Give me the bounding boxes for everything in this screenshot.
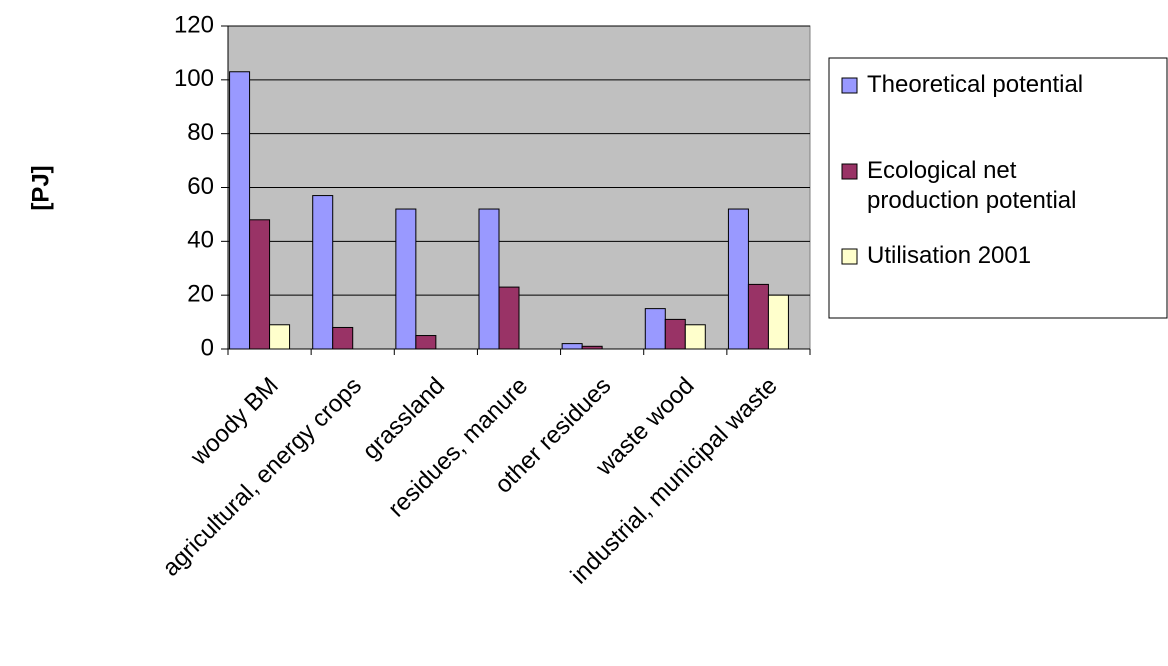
bar: [684, 324, 706, 350]
bar: [312, 195, 334, 350]
bar: [269, 324, 291, 350]
y-tick-label: 20: [187, 281, 214, 308]
bar: [561, 343, 583, 350]
bar: [727, 208, 749, 350]
legend-label: Theoretical potential: [867, 71, 1083, 98]
y-tick-label: 100: [174, 65, 214, 92]
bar: [229, 71, 251, 350]
bar: [747, 283, 769, 350]
y-tick-label: 0: [201, 334, 214, 361]
bars: [229, 71, 789, 350]
legend: Theoretical potential Ecological net produ…: [828, 57, 1168, 319]
bar: [395, 208, 417, 350]
bar: [767, 294, 789, 350]
bar: [415, 335, 437, 350]
y-tick-label: 60: [187, 173, 214, 200]
y-axis-label: [PJ]: [27, 165, 54, 210]
y-tick-label: 40: [187, 227, 214, 254]
legend-swatch: [841, 163, 858, 180]
bar: [249, 219, 271, 350]
y-tick-label: 80: [187, 119, 214, 146]
legend-box: [828, 57, 1168, 319]
legend-label: Utilisation 2001: [867, 242, 1031, 269]
y-tick-labels: 0 20 40 60 80 100 120: [174, 11, 228, 361]
bar: [664, 318, 686, 350]
y-tick-label: 120: [174, 11, 214, 38]
legend-swatch: [841, 248, 858, 265]
x-tick-label: residues, manure: [383, 372, 533, 522]
legend-swatch: [841, 77, 858, 94]
legend-label: Ecological net production potential: [867, 157, 1076, 214]
bar: [644, 308, 666, 350]
bar: [478, 208, 500, 350]
bar: [498, 286, 520, 350]
bar: [332, 326, 354, 350]
